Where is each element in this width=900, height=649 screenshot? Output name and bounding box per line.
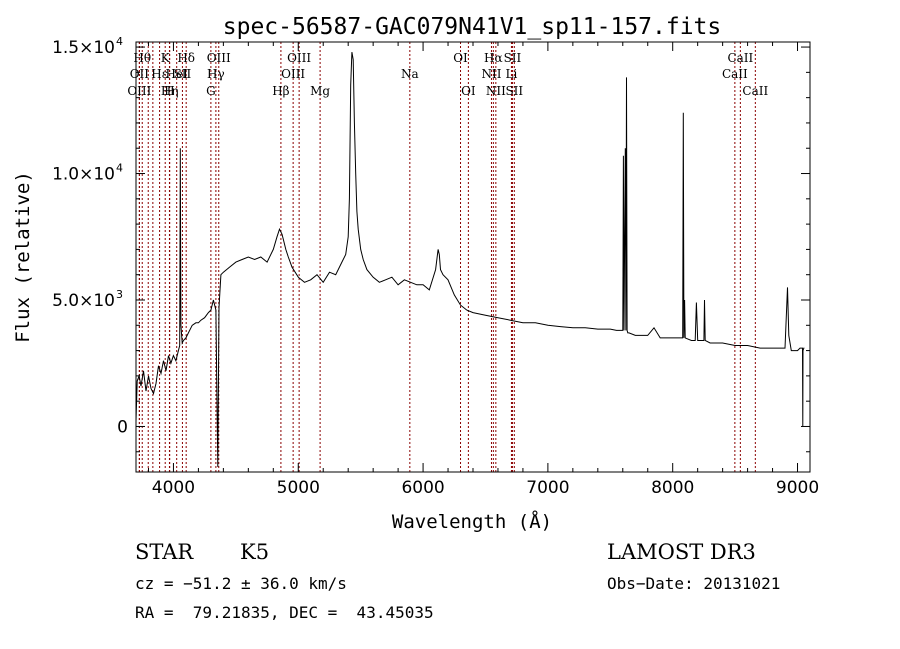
line-label-29: CaII	[727, 51, 753, 65]
redshift-velocity: cz = −51.2 ± 36.0 km/s	[135, 574, 347, 593]
line-label-14: OIII	[207, 51, 231, 65]
line-label-6: K	[161, 51, 171, 65]
line-label-8: Hη	[161, 84, 179, 98]
line-label-10: SII	[174, 67, 192, 81]
x-axis: 4000 5000 6000 7000 8000 9000	[147, 42, 819, 498]
y-tick-label-0: 0	[117, 417, 128, 437]
line-label-20: OI	[453, 51, 468, 65]
survey-name: LAMOST DR3	[607, 540, 756, 564]
line-label-17: OIII	[287, 51, 311, 65]
x-tick-label-4: 8000	[651, 478, 694, 498]
spectrum-line	[135, 52, 805, 467]
x-tick-label-0: 4000	[152, 478, 195, 498]
spectral-line-markers	[138, 42, 756, 472]
line-label-19: Na	[401, 67, 419, 81]
y-axis: 05.0×10 31.0×10 41.5×10 4	[52, 35, 810, 453]
line-label-12: G	[206, 84, 216, 98]
y-tick-exponent-2: 4	[116, 162, 123, 175]
line-label-22: NII	[481, 67, 501, 81]
line-label-16: OIII	[281, 67, 305, 81]
observation-date: Obs−Date: 20131021	[607, 574, 781, 593]
line-label-24: NII	[486, 84, 506, 98]
object-class: STAR	[135, 540, 194, 564]
line-label-0: Hθ	[133, 51, 151, 65]
object-subclass: K5	[240, 540, 270, 564]
line-label-9: HeI	[166, 67, 189, 81]
line-label-18: Mg	[310, 84, 330, 98]
line-label-28: CaII	[722, 67, 748, 81]
line-label-23: Hα	[484, 51, 503, 65]
x-tick-label-3: 7000	[526, 478, 569, 498]
y-tick-label-1: 5.0×10	[52, 291, 115, 311]
x-tick-label-5: 9000	[776, 478, 819, 498]
y-tick-exponent-3: 4	[116, 35, 123, 48]
line-label-7: H	[164, 84, 174, 98]
x-tick-label-2: 6000	[401, 478, 444, 498]
plot-frame	[135, 41, 811, 473]
coordinates: RA = 79.21835, DEC = 43.45035	[135, 603, 434, 622]
line-label-25: Li	[506, 67, 518, 81]
line-label-15: Hβ	[272, 84, 289, 98]
line-label-13: Hγ	[207, 67, 225, 81]
line-label-21: OI	[461, 84, 476, 98]
x-tick-label-1: 5000	[277, 478, 320, 498]
y-axis-label: Flux (relative)	[12, 171, 34, 343]
chart-title: spec-56587-GAC079N41V1_sp11-157.fits	[223, 14, 722, 40]
y-tick-label-3: 1.5×10	[52, 38, 115, 58]
line-label-26: SII	[504, 51, 522, 65]
line-label-5: Hε	[151, 67, 168, 81]
line-label-11: Hδ	[177, 51, 195, 65]
line-label-30: CaII	[742, 84, 768, 98]
y-tick-label-2: 1.0×10	[52, 165, 115, 185]
line-label-1: OII	[130, 67, 150, 81]
spectral-line-labels: HθOIIOIIIHεKHHηHeISIIHδGHγOIIIHβOIIIOIII…	[127, 51, 768, 98]
y-tick-exponent-1: 3	[116, 288, 123, 301]
x-axis-label: Wavelength (Å)	[392, 510, 552, 533]
line-label-27: SII	[505, 84, 523, 98]
line-label-2: OIII	[127, 84, 151, 98]
